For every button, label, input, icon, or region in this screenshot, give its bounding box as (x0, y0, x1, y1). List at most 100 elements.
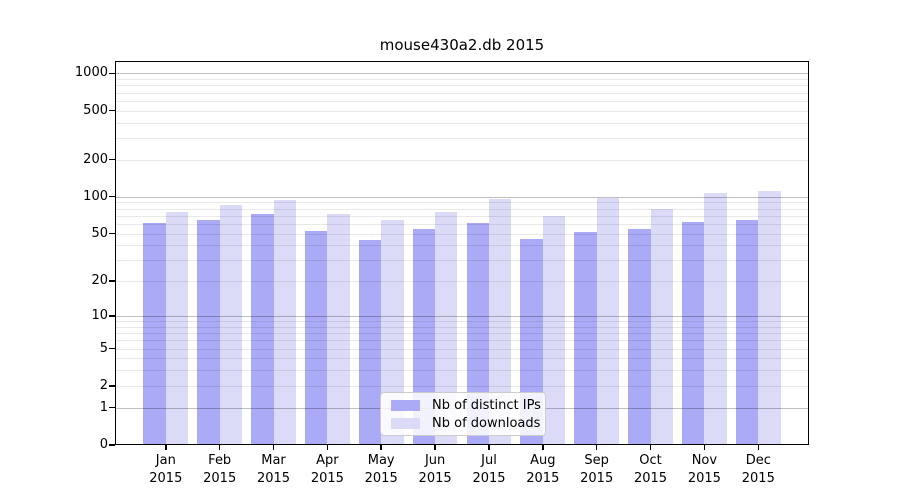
y-tick-mark (109, 158, 115, 161)
x-tick-month: Nov (691, 453, 718, 468)
y-tick-mark (109, 315, 115, 317)
x-tick-year: 2015 (526, 471, 560, 486)
x-tick-mark (326, 445, 329, 450)
legend-label-downloads: Nb of downloads (432, 415, 541, 431)
y-tick-mark (109, 444, 115, 446)
legend-swatch-downloads (391, 417, 420, 429)
x-tick-label-aug: Aug 2015 (511, 452, 575, 488)
x-tick-mark (703, 445, 706, 450)
bar-distinct-ips-oct (628, 229, 651, 445)
x-tick-mark (165, 445, 167, 450)
y-tick-label: 10 (91, 308, 108, 323)
x-tick-label-may: May 2015 (349, 452, 413, 488)
x-tick-label-jan: Jan 2015 (134, 452, 198, 488)
y-tick-label: 5 (99, 340, 108, 356)
y-tick-label: 50 (91, 225, 108, 241)
y-tick-mark (109, 385, 115, 387)
x-tick-month: Apr (316, 453, 339, 468)
bar-distinct-ips-sep (574, 232, 597, 445)
bar-distinct-ips-may (358, 240, 382, 445)
y-tick-label: 500 (83, 102, 108, 118)
bar-downloads-aug (542, 216, 566, 445)
x-tick-year: 2015 (149, 471, 183, 486)
legend-entry-downloads: Nb of downloads (387, 414, 541, 432)
y-tick-label: 200 (83, 151, 108, 167)
y-tick-label: 0 (99, 437, 108, 452)
x-tick-year: 2015 (418, 471, 452, 486)
x-tick-month: Jul (481, 453, 497, 468)
x-tick-month: Dec (745, 453, 771, 468)
x-tick-label-jul: Jul 2015 (457, 452, 521, 488)
x-tick-month: Sep (584, 453, 609, 468)
x-tick-mark (434, 445, 436, 450)
x-tick-label-mar: Mar 2015 (242, 452, 306, 488)
bar-downloads-sep (596, 197, 620, 445)
x-tick-label-jun: Jun 2015 (403, 452, 467, 488)
bar-distinct-ips-jun (412, 229, 436, 445)
legend-swatch-distinct-ips (391, 399, 420, 411)
bar-distinct-ips-jul (466, 223, 489, 445)
x-tick-mark (488, 445, 490, 450)
x-tick-month: Jun (424, 453, 446, 468)
y-tick-mark (109, 195, 115, 198)
y-tick-label: 100 (83, 188, 108, 204)
x-tick-mark (542, 445, 544, 450)
x-tick-month: Feb (208, 453, 232, 468)
x-tick-mark (380, 445, 382, 450)
x-tick-year: 2015 (203, 471, 237, 486)
bar-distinct-ips-feb (197, 219, 220, 445)
x-tick-label-nov: Nov 2015 (672, 452, 736, 488)
bar-distinct-ips-apr (304, 231, 328, 445)
x-tick-mark (218, 445, 221, 450)
chart-title: mouse430a2.db 2015 (379, 36, 545, 54)
legend-label-distinct-ips: Nb of distinct IPs (432, 397, 541, 413)
y-tick-mark (109, 72, 115, 75)
y-tick-mark (109, 232, 115, 235)
x-tick-label-feb: Feb 2015 (188, 452, 252, 488)
x-tick-month: Mar (261, 453, 286, 468)
bar-downloads-jan (165, 212, 189, 445)
y-tick-label: 2 (99, 377, 108, 393)
bar-downloads-mar (273, 199, 296, 445)
bar-downloads-apr (327, 214, 350, 445)
bar-distinct-ips-jan (143, 223, 166, 445)
x-tick-month: May (367, 453, 395, 468)
x-tick-year: 2015 (687, 471, 721, 486)
x-tick-label-sep: Sep 2015 (565, 452, 629, 488)
bar-distinct-ips-mar (251, 214, 274, 445)
bar-downloads-oct (650, 208, 673, 445)
bar-downloads-jul (488, 198, 512, 445)
x-tick-year: 2015 (741, 471, 775, 486)
x-tick-mark (649, 445, 652, 450)
x-tick-label-apr: Apr 2015 (295, 452, 359, 488)
y-tick-mark (109, 406, 115, 409)
x-tick-month: Aug (530, 453, 556, 468)
bar-downloads-jun (435, 212, 458, 445)
y-tick-label: 1000 (74, 65, 108, 81)
x-tick-label-oct: Oct 2015 (619, 452, 683, 488)
x-tick-year: 2015 (256, 471, 291, 486)
bar-downloads-may (381, 219, 404, 445)
bar-downloads-feb (219, 204, 243, 445)
x-tick-year: 2015 (364, 471, 398, 486)
x-tick-year: 2015 (310, 471, 344, 486)
y-tick-mark (109, 280, 115, 282)
x-tick-mark (272, 445, 275, 450)
bars-layer (115, 61, 809, 445)
plot-area (115, 61, 809, 445)
bar-distinct-ips-dec (735, 220, 759, 445)
y-tick-mark (109, 347, 115, 350)
x-tick-year: 2015 (472, 471, 506, 486)
bar-downloads-nov (704, 193, 727, 445)
x-tick-month: Jan (155, 453, 176, 468)
bar-downloads-dec (758, 190, 781, 445)
legend-entry-distinct-ips: Nb of distinct IPs (387, 396, 541, 414)
x-tick-year: 2015 (580, 471, 614, 486)
x-tick-mark (595, 445, 598, 450)
x-tick-year: 2015 (633, 471, 668, 486)
x-tick-mark (757, 445, 760, 450)
y-tick-label: 20 (91, 273, 108, 289)
y-tick-label: 1 (99, 399, 108, 415)
x-tick-label-dec: Dec 2015 (726, 452, 790, 488)
